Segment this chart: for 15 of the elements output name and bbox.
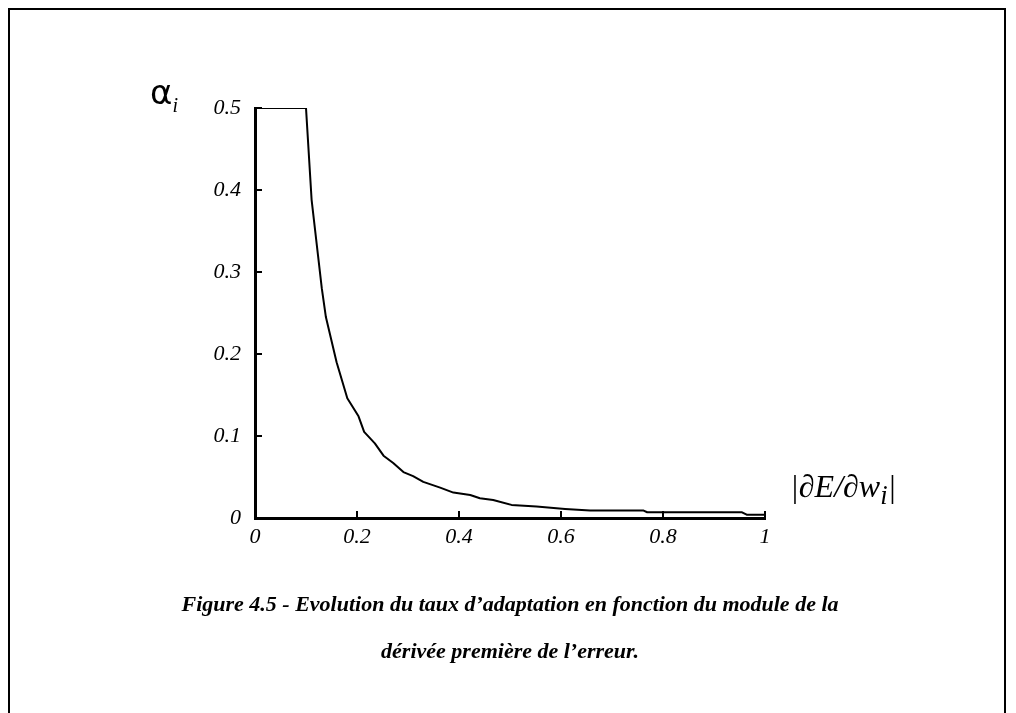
x-tick-label: 0.2 [343, 522, 371, 548]
x-tick-label: 0 [249, 522, 261, 548]
y-tick-label: 0.5 [213, 93, 241, 119]
x-tick-label: 0.8 [649, 522, 677, 548]
y-tick-label: 0.3 [213, 257, 241, 283]
caption: Figure 4.5 - Evolution du taux d’adaptation en fonction du module de la dérivée première de l’erreur. [180, 590, 840, 665]
x-tick-label: 1 [759, 522, 771, 548]
x-tick-label: 0.6 [547, 522, 575, 548]
x-axis-title: |∂E/∂w$_{i}$| [790, 468, 897, 512]
y-tick-label: 0.4 [213, 175, 241, 201]
x-tick-label: 0.4 [445, 522, 473, 548]
y-tick-label: 0.1 [213, 421, 241, 447]
y-tick-label: 0.2 [213, 339, 241, 365]
y-tick-label: 0 [230, 503, 241, 529]
y-axis-title: α$_{i}$ [150, 72, 178, 117]
